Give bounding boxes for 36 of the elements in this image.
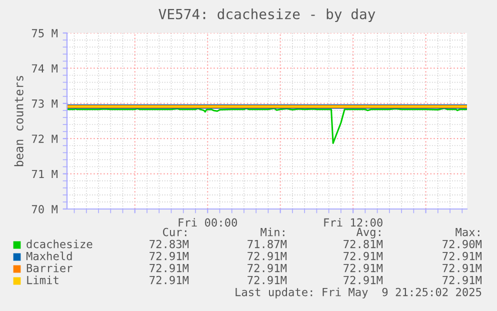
text: 72.91M	[344, 252, 383, 260]
text: 72.91M	[442, 276, 482, 284]
x-tick-label: Fri 00:00	[178, 218, 237, 227]
text: 72.91M	[344, 264, 383, 272]
legend-label: Barrier	[26, 264, 72, 272]
text: Min:	[260, 228, 284, 236]
text: 72.91M	[248, 276, 287, 284]
chart-title: VE574: dcachesize - by day	[158, 8, 376, 22]
text: 72.91M	[442, 264, 482, 272]
text: Avg:	[356, 228, 380, 238]
text: 72.91M	[442, 252, 482, 260]
y-axis-title: bean counters	[14, 76, 24, 166]
y-tick-label: 73 M	[32, 99, 58, 108]
text: 72.81M	[344, 240, 383, 248]
text: 72.91M	[150, 264, 189, 272]
y-tick-label: 72 M	[32, 134, 58, 143]
y-tick-label: 71 M	[32, 170, 58, 178]
text: 72.91M	[344, 276, 383, 284]
text: Cur:	[162, 228, 186, 236]
text: 72.91M	[150, 252, 189, 260]
y-tick-label: 74 M	[32, 64, 58, 72]
text: 72.91M	[248, 252, 287, 260]
y-tick-label: 75 M	[32, 29, 58, 38]
text: Last update: Fri May 9 21:25:02 2025	[236, 288, 482, 298]
text: Max:	[456, 228, 480, 236]
legend-label: dcachesize	[26, 240, 92, 248]
text: 72.83M	[150, 240, 189, 248]
text: 72.91M	[150, 276, 189, 284]
legend-label: Limit	[27, 276, 58, 284]
line-series	[67, 108, 467, 144]
legend-label: Maxheld	[26, 252, 72, 260]
text: 71.87M	[248, 240, 287, 248]
text: 72.91M	[248, 264, 287, 272]
text: 72.90M	[442, 240, 482, 248]
y-tick-label: 70 M	[32, 205, 58, 214]
x-tick-label: Fri 12:00	[324, 218, 382, 227]
